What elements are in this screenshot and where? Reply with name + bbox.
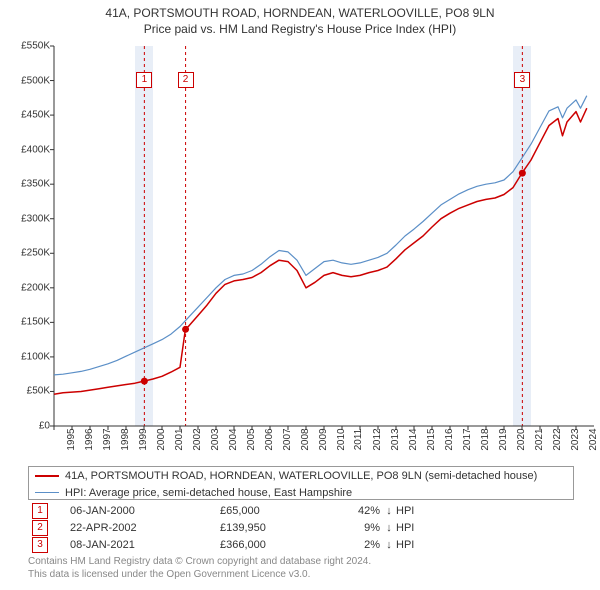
x-tick-label: 2013 <box>390 428 401 450</box>
sale-marker: 1 <box>136 72 152 88</box>
x-tick-label: 2002 <box>192 428 203 450</box>
event-diff: 9% <box>330 522 382 534</box>
x-tick-label: 2021 <box>534 428 545 450</box>
x-tick-label: 2003 <box>210 428 221 450</box>
sale-marker: 2 <box>178 72 194 88</box>
y-tick-label: £200K <box>6 282 50 293</box>
title-block: 41A, PORTSMOUTH ROAD, HORNDEAN, WATERLOO… <box>0 0 600 37</box>
event-marker: 3 <box>32 537 48 553</box>
footer: Contains HM Land Registry data © Crown c… <box>28 556 371 581</box>
y-tick-label: £100K <box>6 351 50 362</box>
x-tick-label: 2001 <box>174 428 185 450</box>
x-tick-label: 2016 <box>444 428 455 450</box>
legend-row-subject: 41A, PORTSMOUTH ROAD, HORNDEAN, WATERLOO… <box>29 467 573 484</box>
y-tick-label: £300K <box>6 213 50 224</box>
y-tick-label: £450K <box>6 110 50 121</box>
x-tick-label: 2019 <box>498 428 509 450</box>
y-tick-label: £150K <box>6 317 50 328</box>
x-tick-label: 2000 <box>156 428 167 450</box>
events-table: 1 06-JAN-2000 £65,000 42% ↓ HPI 2 22-APR… <box>28 502 574 553</box>
event-ref: HPI <box>396 522 414 534</box>
chart-subtitle: Price paid vs. HM Land Registry's House … <box>0 22 600 38</box>
x-tick-label: 2018 <box>480 428 491 450</box>
x-tick-label: 1997 <box>102 428 113 450</box>
event-ref: HPI <box>396 539 414 551</box>
x-tick-label: 1999 <box>138 428 149 450</box>
event-marker: 2 <box>32 520 48 536</box>
sale-marker: 3 <box>514 72 530 88</box>
x-tick-label: 2004 <box>228 428 239 450</box>
x-tick-label: 2014 <box>408 428 419 450</box>
event-price: £139,950 <box>220 522 330 534</box>
event-row: 3 08-JAN-2021 £366,000 2% ↓ HPI <box>28 536 574 553</box>
x-tick-label: 2007 <box>282 428 293 450</box>
y-tick-label: £250K <box>6 248 50 259</box>
x-tick-label: 1996 <box>84 428 95 450</box>
event-date: 06-JAN-2000 <box>48 505 220 517</box>
legend-row-hpi: HPI: Average price, semi-detached house,… <box>29 484 573 500</box>
event-ref: HPI <box>396 505 414 517</box>
event-diff: 2% <box>330 539 382 551</box>
footer-line-2: This data is licensed under the Open Gov… <box>28 569 371 582</box>
event-row: 1 06-JAN-2000 £65,000 42% ↓ HPI <box>28 502 574 519</box>
y-tick-label: £550K <box>6 41 50 52</box>
event-price: £366,000 <box>220 539 330 551</box>
down-arrow-icon: ↓ <box>382 522 396 534</box>
y-tick-label: £50K <box>6 386 50 397</box>
event-row: 2 22-APR-2002 £139,950 9% ↓ HPI <box>28 519 574 536</box>
event-diff: 42% <box>330 505 382 517</box>
legend-label-subject: 41A, PORTSMOUTH ROAD, HORNDEAN, WATERLOO… <box>65 470 537 482</box>
x-tick-label: 1995 <box>66 428 77 450</box>
x-tick-label: 2023 <box>570 428 581 450</box>
x-tick-label: 2020 <box>516 428 527 450</box>
chart-title: 41A, PORTSMOUTH ROAD, HORNDEAN, WATERLOO… <box>0 6 600 22</box>
x-tick-label: 2010 <box>336 428 347 450</box>
x-tick-label: 2006 <box>264 428 275 450</box>
event-price: £65,000 <box>220 505 330 517</box>
y-tick-label: £400K <box>6 144 50 155</box>
event-date: 22-APR-2002 <box>48 522 220 534</box>
x-tick-label: 2024 <box>588 428 599 450</box>
chart-area <box>54 46 594 426</box>
x-tick-label: 2015 <box>426 428 437 450</box>
x-tick-label: 1998 <box>120 428 131 450</box>
y-tick-label: £500K <box>6 75 50 86</box>
event-date: 08-JAN-2021 <box>48 539 220 551</box>
chart-svg <box>54 46 594 426</box>
event-marker: 1 <box>32 503 48 519</box>
y-tick-label: £0 <box>6 421 50 432</box>
x-tick-label: 2011 <box>353 429 364 451</box>
down-arrow-icon: ↓ <box>382 539 396 551</box>
down-arrow-icon: ↓ <box>382 505 396 517</box>
legend: 41A, PORTSMOUTH ROAD, HORNDEAN, WATERLOO… <box>28 466 574 500</box>
x-tick-label: 2009 <box>318 428 329 450</box>
x-tick-label: 2008 <box>300 428 311 450</box>
legend-swatch-hpi <box>35 492 59 493</box>
x-tick-label: 2017 <box>462 428 473 450</box>
legend-swatch-subject <box>35 475 59 477</box>
x-tick-label: 2022 <box>552 428 563 450</box>
footer-line-1: Contains HM Land Registry data © Crown c… <box>28 556 371 569</box>
x-tick-label: 2012 <box>372 428 383 450</box>
x-tick-label: 2005 <box>246 428 257 450</box>
legend-label-hpi: HPI: Average price, semi-detached house,… <box>65 487 352 499</box>
y-tick-label: £350K <box>6 179 50 190</box>
